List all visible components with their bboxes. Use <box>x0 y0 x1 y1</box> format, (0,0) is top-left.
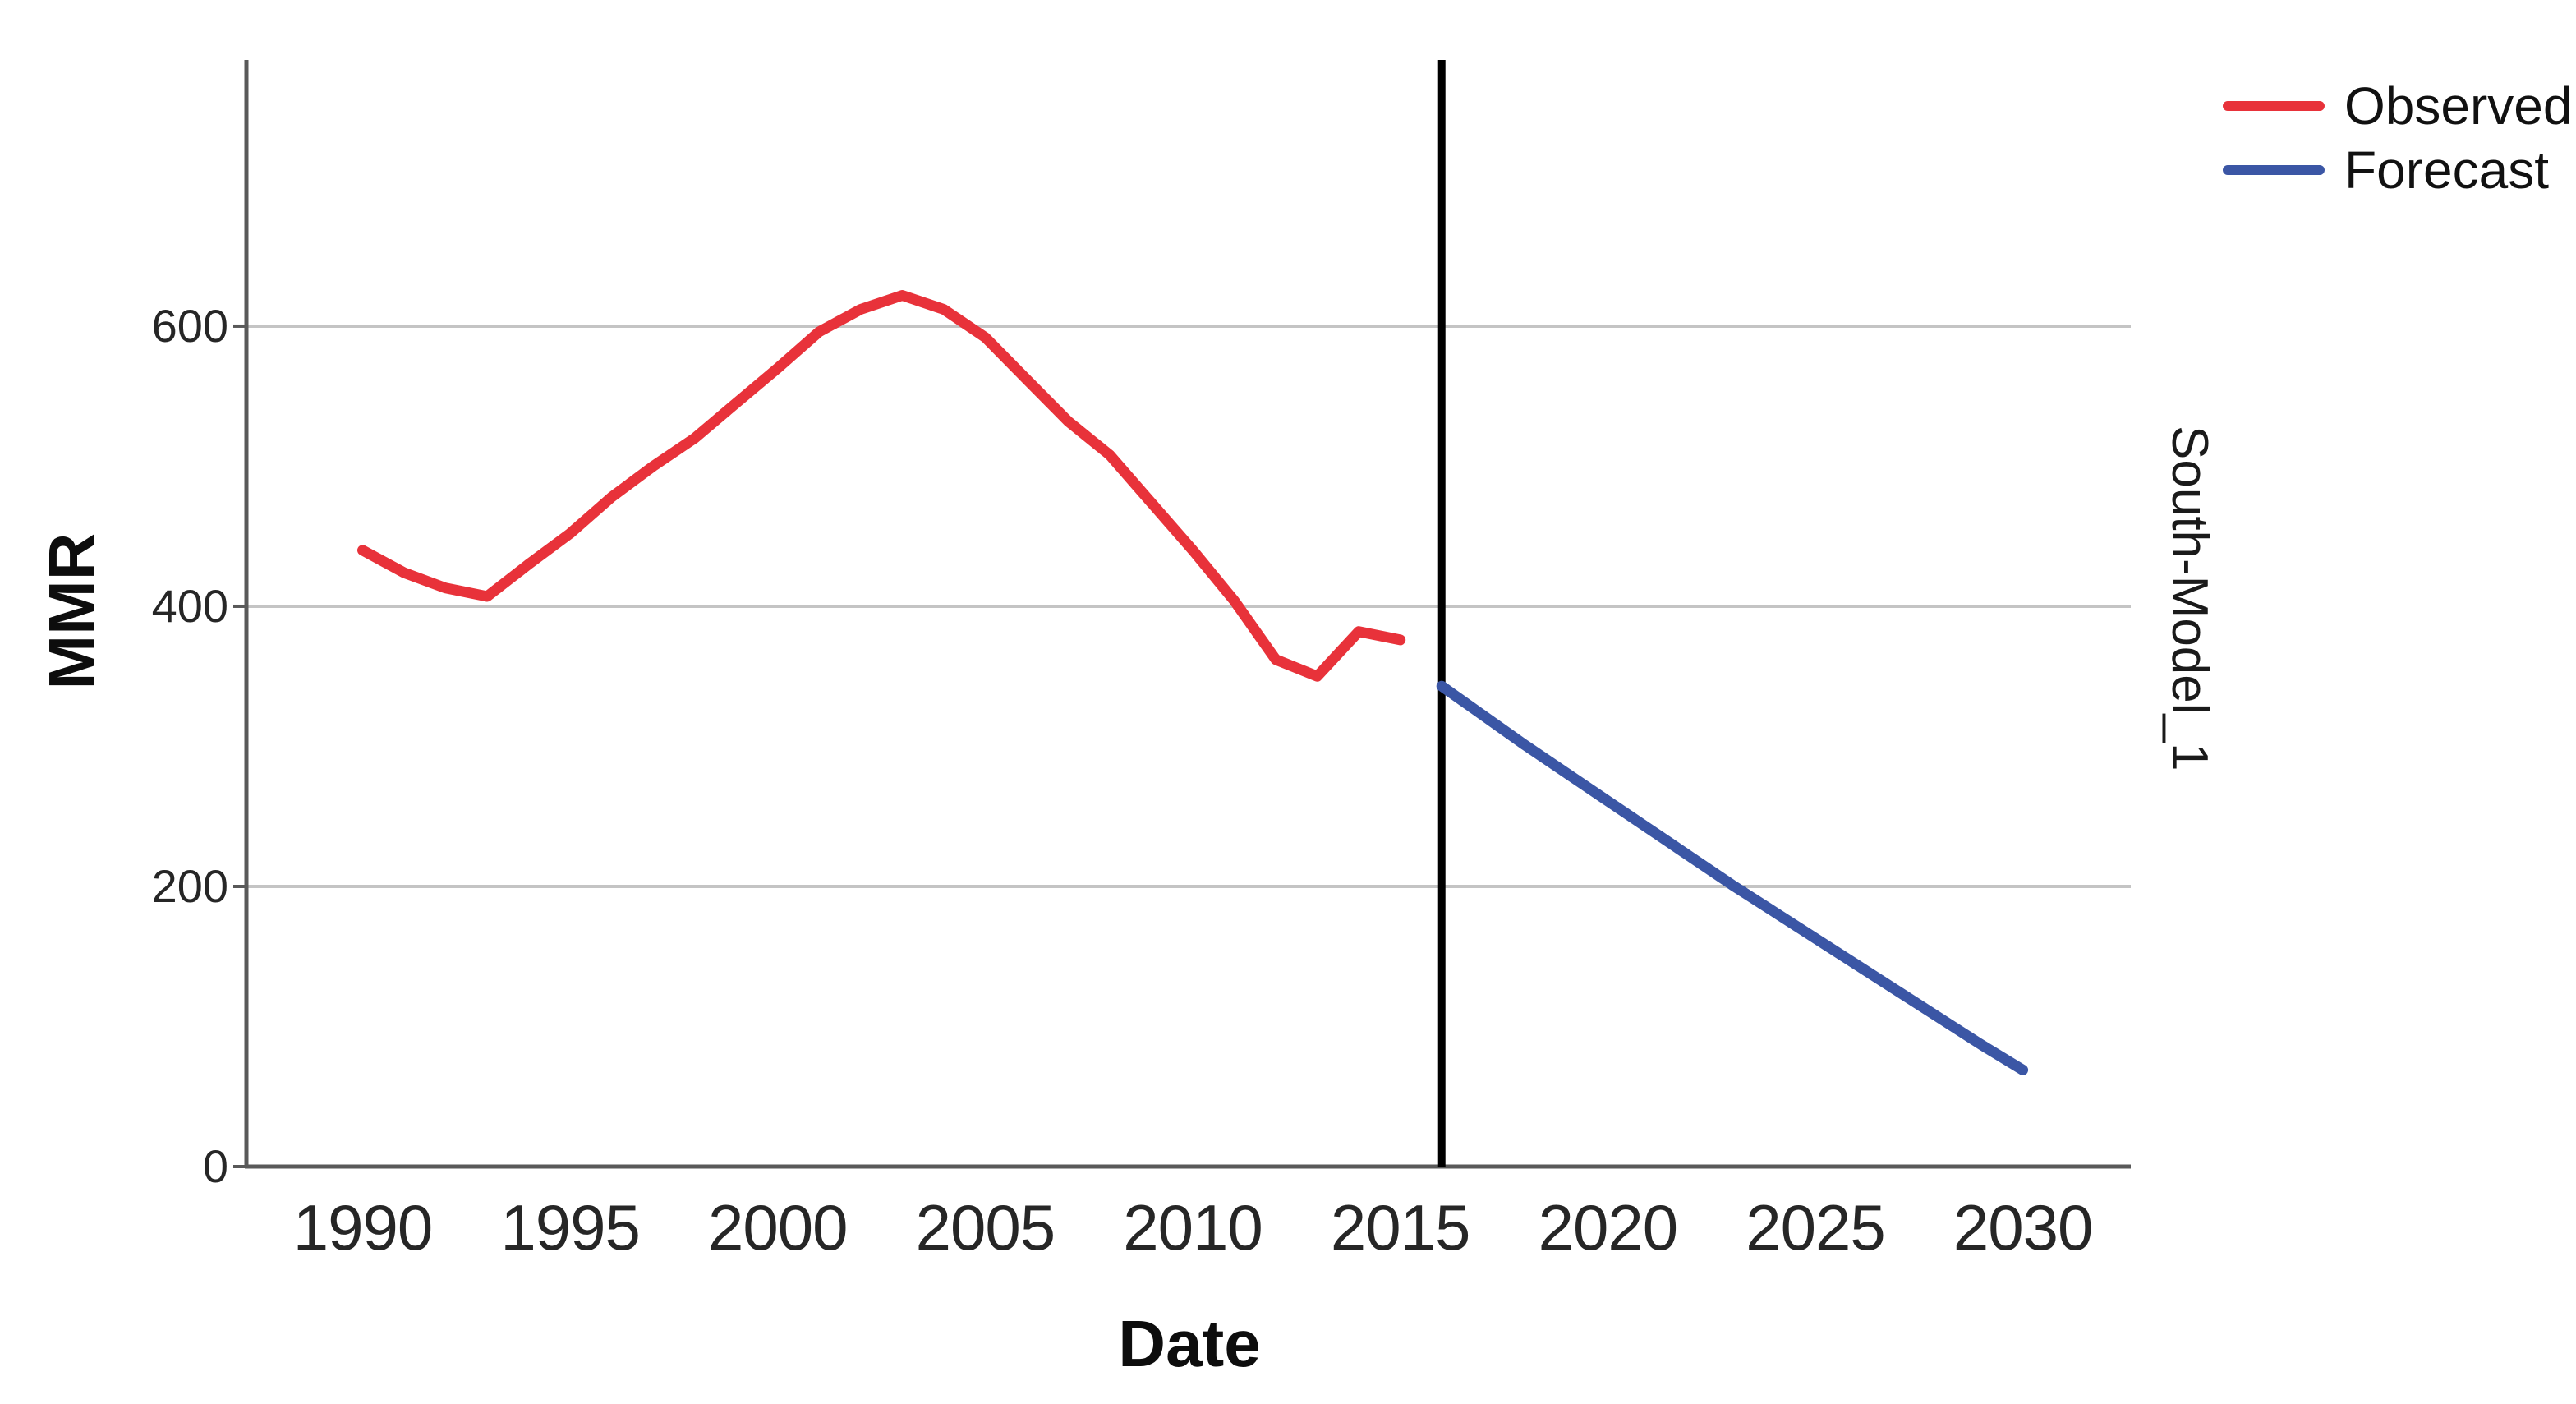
forecast-line <box>1436 680 2029 1075</box>
y-tick-label: 400 <box>151 579 228 632</box>
legend: Observed Forecast <box>2223 74 2572 202</box>
forecast-line-swatch <box>2223 165 2325 175</box>
x-tick-label: 2000 <box>708 1191 849 1264</box>
observed-line <box>357 290 1406 682</box>
x-tick-label: 1990 <box>292 1191 434 1264</box>
y-tick-label: 0 <box>202 1140 228 1192</box>
y-tick-label: 200 <box>151 859 228 912</box>
x-tick-label: 2030 <box>1953 1191 2094 1264</box>
x-tick-label: 2020 <box>1538 1191 1679 1264</box>
x-tick-label: 1995 <box>500 1191 641 1264</box>
panel-label: South-Model_1 <box>2161 426 2218 771</box>
legend-label-forecast: Forecast <box>2344 140 2549 200</box>
legend-label-observed: Observed <box>2344 76 2573 136</box>
x-axis-title: Date <box>1118 1307 1261 1380</box>
x-tick-label: 2005 <box>915 1191 1056 1264</box>
x-tick-label: 2010 <box>1123 1191 1263 1264</box>
x-tick-label: 2025 <box>1746 1191 1886 1264</box>
legend-item-forecast: Forecast <box>2223 138 2572 202</box>
legend-item-observed: Observed <box>2223 74 2572 138</box>
observed-line-swatch <box>2223 101 2325 111</box>
x-tick-label: 2015 <box>1330 1191 1471 1264</box>
y-tick-label: 600 <box>151 299 228 352</box>
